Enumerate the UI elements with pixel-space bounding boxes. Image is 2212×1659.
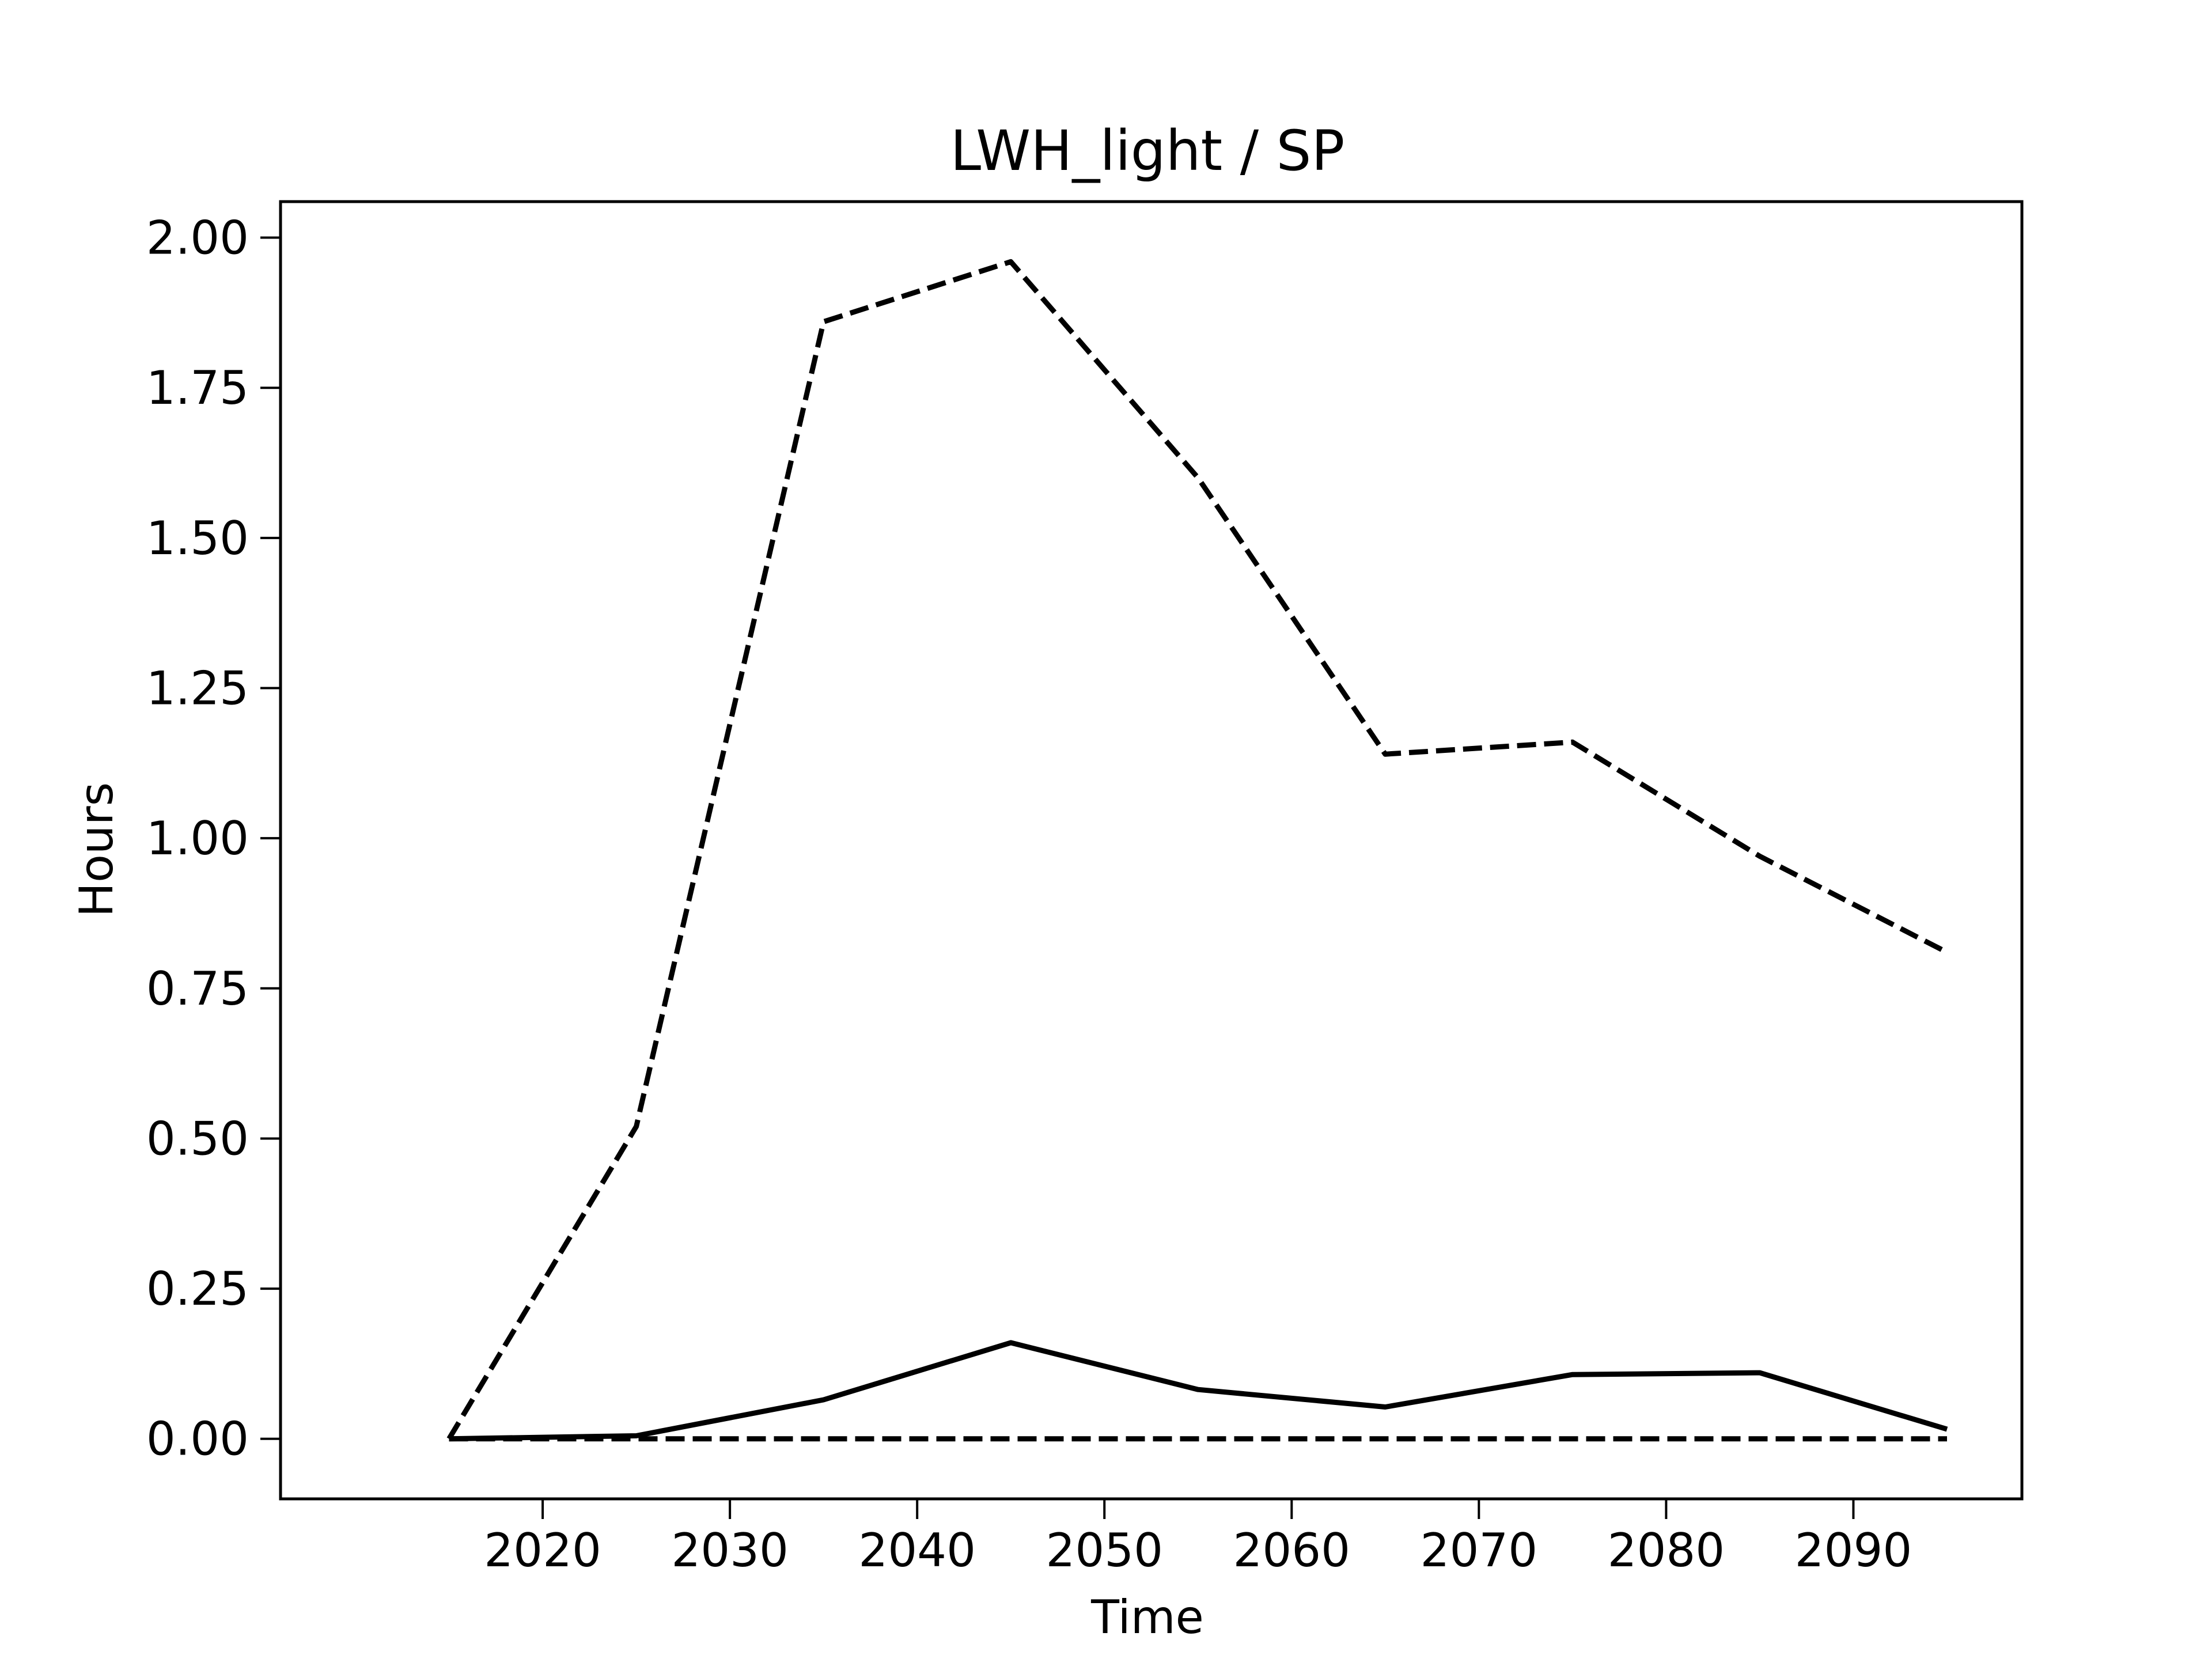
series-layer (446, 259, 1949, 1442)
y-tick-label: 2.00 (146, 211, 249, 265)
x-tick-label: 2050 (1046, 1524, 1163, 1577)
x-tick-label: 2040 (858, 1524, 976, 1577)
y-tick-label: 0.75 (146, 962, 249, 1016)
x-axis-label: Time (1090, 1590, 1204, 1644)
y-tick-label: 1.00 (146, 812, 249, 865)
y-tick-label: 1.75 (146, 361, 249, 415)
x-tick-label: 2070 (1421, 1524, 1538, 1577)
x-tick-label: 2030 (671, 1524, 789, 1577)
y-axis: 0.00 0.25 0.50 0.75 1.00 1.25 1.50 1.75 2.00 (146, 211, 281, 1466)
x-tick-label: 2080 (1608, 1524, 1725, 1577)
x-tick-label: 2090 (1795, 1524, 1912, 1577)
x-tick-label: 2020 (484, 1524, 601, 1577)
x-axis: 2020 2030 2040 2050 2060 2070 2080 2090 (484, 1499, 1912, 1577)
y-tick-label: 0.00 (146, 1412, 249, 1466)
y-axis-label: Hours (70, 782, 123, 917)
y-tick-label: 0.50 (146, 1112, 249, 1165)
y-tick-label: 0.25 (146, 1262, 249, 1316)
series-line-1 (446, 259, 1949, 1441)
x-tick-label: 2060 (1233, 1524, 1350, 1577)
y-tick-label: 1.50 (146, 512, 249, 565)
chart-title: LWH_light / SP (950, 119, 1345, 183)
y-tick-label: 1.25 (146, 662, 249, 715)
series-line-2 (449, 1340, 1948, 1442)
plot-frame (279, 200, 2024, 1501)
plot-area (279, 200, 2024, 1501)
